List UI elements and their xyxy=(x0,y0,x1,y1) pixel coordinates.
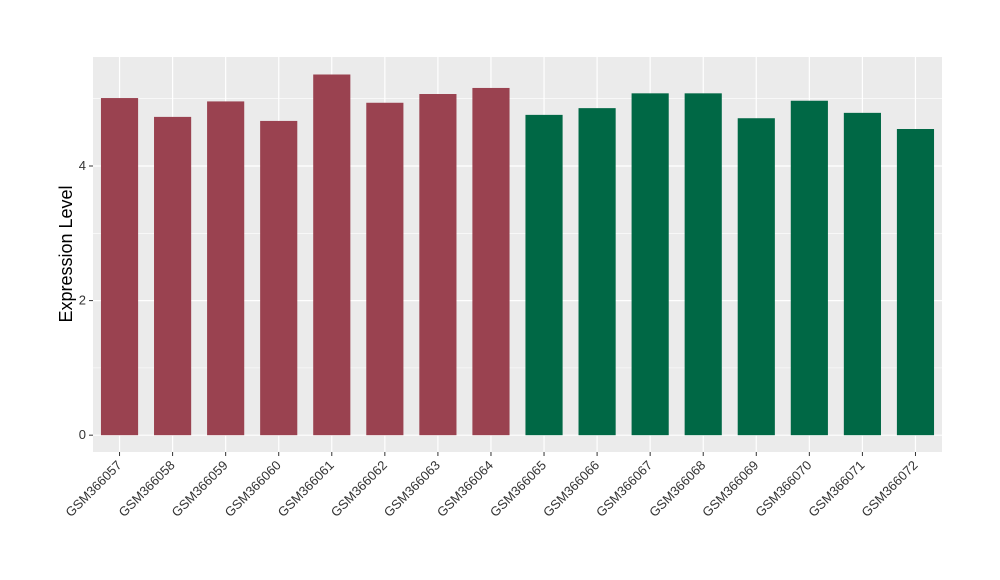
x-tick-label: GSM366071 xyxy=(805,458,867,520)
x-axis: GSM366057GSM366058GSM366059GSM366060GSM3… xyxy=(62,452,921,520)
x-tick-label: GSM366057 xyxy=(62,458,124,520)
bars xyxy=(100,74,935,436)
bar-GSM366057 xyxy=(100,98,139,436)
x-tick-label: GSM366064 xyxy=(434,458,496,520)
bar-GSM366070 xyxy=(790,100,828,436)
x-tick-label: GSM366066 xyxy=(540,458,602,520)
bar-GSM366066 xyxy=(578,108,616,436)
bar-GSM366062 xyxy=(366,102,404,436)
y-tick-label: 4 xyxy=(79,158,86,173)
x-tick-label: GSM366059 xyxy=(169,458,231,520)
bar-GSM366065 xyxy=(525,114,563,436)
x-tick-label: GSM366065 xyxy=(487,458,549,520)
x-tick-label: GSM366067 xyxy=(593,458,655,520)
y-axis-title: Expression Level xyxy=(56,185,76,322)
y-tick-label: 2 xyxy=(79,293,86,308)
bar-GSM366061 xyxy=(313,74,351,436)
bar-GSM366071 xyxy=(843,112,881,436)
x-tick-label: GSM366068 xyxy=(646,458,708,520)
y-axis: 0 2 4 xyxy=(79,158,93,442)
x-tick-label: GSM366062 xyxy=(328,458,390,520)
bar-GSM366068 xyxy=(684,93,722,436)
x-tick-label: GSM366063 xyxy=(381,458,443,520)
bar-GSM366059 xyxy=(207,101,245,436)
x-tick-label: GSM366070 xyxy=(752,458,814,520)
x-tick-label: GSM366061 xyxy=(275,458,337,520)
bar-GSM366072 xyxy=(896,129,935,436)
bar-GSM366058 xyxy=(154,116,192,436)
bar-GSM366060 xyxy=(260,120,298,436)
bar-GSM366069 xyxy=(737,118,775,436)
bar-GSM366063 xyxy=(419,94,457,436)
x-tick-label: GSM366060 xyxy=(222,458,284,520)
x-tick-label: GSM366072 xyxy=(858,458,920,520)
bar-GSM366064 xyxy=(472,87,510,436)
x-tick-label: GSM366069 xyxy=(699,458,761,520)
y-tick-label: 0 xyxy=(79,427,86,442)
bar-GSM366067 xyxy=(631,93,669,436)
x-tick-label: GSM366058 xyxy=(115,458,177,520)
